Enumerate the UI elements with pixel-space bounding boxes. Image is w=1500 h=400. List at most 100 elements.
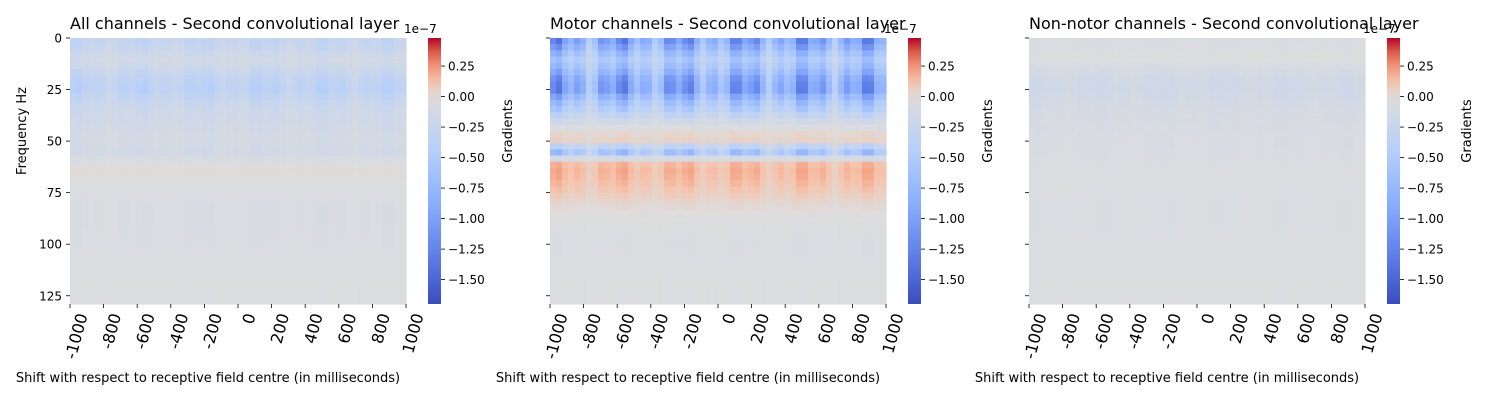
heatmap-cell bbox=[232, 99, 239, 107]
heatmap-cell bbox=[280, 205, 287, 212]
heatmap-cell bbox=[118, 186, 125, 194]
heatmap-cell bbox=[814, 112, 821, 120]
heatmap-cell bbox=[1041, 44, 1048, 51]
heatmap-cell bbox=[394, 155, 401, 163]
heatmap-cell bbox=[346, 180, 353, 188]
heatmap-cell bbox=[820, 192, 827, 200]
heatmap-cell bbox=[670, 174, 677, 181]
heatmap-cell bbox=[262, 186, 269, 194]
heatmap-cell bbox=[682, 217, 689, 225]
heatmap-cell bbox=[400, 124, 407, 132]
heatmap-cell bbox=[610, 143, 617, 150]
heatmap-cell bbox=[370, 285, 377, 293]
heatmap-cell bbox=[118, 44, 125, 51]
heatmap-cell bbox=[286, 229, 293, 237]
heatmap-cell bbox=[136, 155, 143, 163]
heatmap-cell bbox=[826, 211, 833, 218]
heatmap-cell bbox=[676, 130, 683, 138]
heatmap-cell bbox=[676, 112, 683, 120]
heatmap-cell bbox=[850, 223, 857, 231]
heatmap-cell bbox=[394, 44, 401, 51]
heatmap-cell bbox=[820, 217, 827, 225]
heatmap-cell bbox=[202, 260, 209, 268]
heatmap-cell bbox=[826, 56, 833, 64]
heatmap-cell bbox=[664, 297, 671, 305]
heatmap-cell bbox=[244, 68, 251, 76]
heatmap-cell bbox=[70, 68, 77, 76]
heatmap-cell bbox=[196, 205, 203, 212]
heatmap-cell bbox=[796, 291, 803, 299]
heatmap-cell bbox=[556, 136, 563, 144]
heatmap-cell bbox=[388, 291, 395, 299]
heatmap-cell bbox=[712, 235, 719, 243]
heatmap-cell bbox=[88, 174, 95, 181]
heatmap-cell bbox=[208, 273, 215, 280]
heatmap-cell bbox=[580, 44, 587, 51]
heatmap-cell bbox=[196, 291, 203, 299]
heatmap-cell bbox=[394, 211, 401, 218]
heatmap-cell bbox=[838, 87, 845, 95]
heatmap-cell bbox=[610, 81, 617, 89]
heatmap-cell bbox=[688, 198, 695, 206]
heatmap-cell bbox=[850, 130, 857, 138]
heatmap-cell bbox=[304, 198, 311, 206]
heatmap-cell bbox=[106, 106, 113, 113]
heatmap-cell bbox=[94, 260, 101, 268]
heatmap-cell bbox=[88, 50, 95, 58]
heatmap-cell bbox=[256, 223, 263, 231]
heatmap-cell bbox=[340, 118, 347, 126]
heatmap-cell bbox=[292, 235, 299, 243]
heatmap-cell bbox=[640, 235, 647, 243]
heatmap-cell bbox=[70, 235, 77, 243]
heatmap-cell bbox=[646, 56, 653, 64]
heatmap-cell bbox=[682, 75, 689, 82]
heatmap-cell bbox=[760, 149, 767, 157]
heatmap-cell bbox=[748, 205, 755, 212]
heatmap-cell bbox=[250, 155, 257, 163]
heatmap-cell bbox=[550, 143, 557, 150]
heatmap-cell bbox=[274, 205, 281, 212]
heatmap-cell bbox=[574, 75, 581, 82]
heatmap-cell bbox=[706, 291, 713, 299]
heatmap-cell bbox=[664, 106, 671, 113]
heatmap-cell bbox=[82, 242, 89, 249]
heatmap-cell bbox=[232, 44, 239, 51]
heatmap-cell bbox=[298, 99, 305, 107]
heatmap-cell bbox=[556, 248, 563, 256]
heatmap-cell bbox=[850, 235, 857, 243]
heatmap-cell bbox=[142, 260, 149, 268]
heatmap-cell bbox=[628, 235, 635, 243]
heatmap-cell bbox=[130, 68, 137, 76]
heatmap-cell bbox=[286, 155, 293, 163]
heatmap-cell bbox=[166, 149, 173, 157]
heatmap-cell bbox=[634, 205, 641, 212]
heatmap-cell bbox=[550, 273, 557, 280]
heatmap-cell bbox=[874, 242, 881, 249]
heatmap-cell bbox=[346, 248, 353, 256]
heatmap-cell bbox=[124, 75, 131, 82]
heatmap-cell bbox=[664, 266, 671, 274]
heatmap-cell bbox=[706, 155, 713, 163]
heatmap-cell bbox=[556, 279, 563, 287]
heatmap-cell bbox=[322, 266, 329, 274]
heatmap-cell bbox=[178, 149, 185, 157]
heatmap-cell bbox=[556, 81, 563, 89]
heatmap-cell bbox=[808, 68, 815, 76]
heatmap-cell bbox=[646, 38, 653, 45]
heatmap-cell bbox=[358, 167, 365, 175]
heatmap-cell bbox=[568, 229, 575, 237]
heatmap-cell bbox=[832, 62, 839, 70]
heatmap-cell bbox=[244, 180, 251, 188]
heatmap-cell bbox=[832, 223, 839, 231]
heatmap-cell bbox=[850, 149, 857, 157]
heatmap-cell bbox=[580, 50, 587, 58]
heatmap-cell bbox=[826, 136, 833, 144]
heatmap-cell bbox=[280, 229, 287, 237]
heatmap-cell bbox=[610, 93, 617, 101]
heatmap-cell bbox=[628, 50, 635, 58]
heatmap-cell bbox=[112, 223, 119, 231]
heatmap-cell bbox=[748, 149, 755, 157]
heatmap-cell bbox=[808, 229, 815, 237]
heatmap-cell bbox=[598, 235, 605, 243]
heatmap-cell bbox=[238, 118, 245, 126]
